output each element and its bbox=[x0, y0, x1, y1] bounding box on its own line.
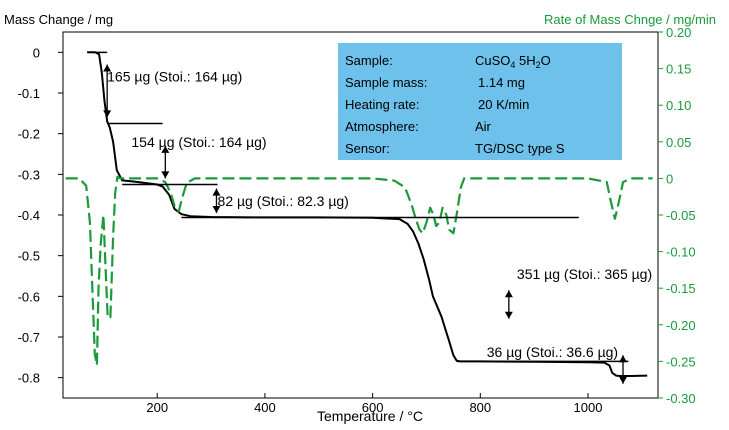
left-axis-tick-label: -0.2 bbox=[18, 127, 40, 142]
info-box: Sample: CuSO4 5H2O Sample mass: 1.14 mg … bbox=[338, 43, 622, 160]
right-axis-tick-label: 0 bbox=[666, 171, 673, 186]
info-value-sample: CuSO4 5H2O bbox=[475, 53, 551, 70]
right-axis-tick-label: 0.05 bbox=[666, 135, 691, 150]
x-axis-title: Temperature / °C bbox=[317, 408, 423, 424]
x-axis-tick-label: 1000 bbox=[574, 400, 603, 415]
arrow-head bbox=[212, 205, 221, 213]
right-axis-tick-label: 0.20 bbox=[666, 25, 691, 40]
right-axis-tick-label: -0.05 bbox=[666, 208, 696, 223]
step-annotation: 154 µg (Stoi.: 164 µg) bbox=[131, 134, 266, 150]
right-axis-tick-label: 0.15 bbox=[666, 62, 691, 77]
info-label-atmosphere: Atmosphere: bbox=[345, 119, 419, 134]
mass-rate-curve bbox=[65, 175, 653, 367]
info-label-sensor: Sensor: bbox=[345, 141, 390, 156]
x-axis-tick-label: 400 bbox=[254, 400, 276, 415]
info-value-atmosphere: Air bbox=[475, 119, 492, 134]
right-axis-tick-label: -0.10 bbox=[666, 245, 696, 260]
left-axis-tick-label: -0.6 bbox=[18, 289, 40, 304]
left-axis-tick-label: -0.4 bbox=[18, 208, 40, 223]
left-axis-tick-label: -0.3 bbox=[18, 167, 40, 182]
info-label-sample: Sample: bbox=[345, 53, 393, 68]
info-label-rate: Heating rate: bbox=[345, 97, 419, 112]
right-axis-tick-label: -0.20 bbox=[666, 318, 696, 333]
step-annotation: 36 µg (Stoi.: 36.6 µg) bbox=[487, 344, 618, 360]
left-axis-tick-label: -0.5 bbox=[18, 249, 40, 264]
left-axis-tick-label: -0.1 bbox=[18, 86, 40, 101]
x-axis-tick-label: 200 bbox=[146, 400, 168, 415]
info-box-background bbox=[338, 43, 622, 160]
x-axis-tick-label: 800 bbox=[469, 400, 491, 415]
step-annotation: 82 µg (Stoi.: 82.3 µg) bbox=[218, 193, 349, 209]
arrow-head bbox=[161, 145, 170, 153]
arrow-head bbox=[619, 376, 627, 384]
arrow-head bbox=[504, 311, 513, 319]
right-axis-title: Rate of Mass Chnge / mg/min bbox=[544, 12, 716, 27]
arrow-head bbox=[619, 355, 627, 363]
arrow-head bbox=[103, 64, 112, 72]
left-axis-tick-label: -0.7 bbox=[18, 330, 40, 345]
info-label-mass: Sample mass: bbox=[345, 75, 427, 90]
arrow-head bbox=[161, 171, 170, 179]
right-axis-tick-label: -0.25 bbox=[666, 354, 696, 369]
step-annotation: 165 µg (Stoi.: 164 µg) bbox=[107, 69, 242, 85]
arrow-head bbox=[103, 110, 112, 118]
info-value-mass: 1.14 mg bbox=[478, 75, 525, 90]
arrow-head bbox=[504, 290, 513, 298]
arrow-head bbox=[212, 188, 221, 196]
right-axis-tick-label: 0.10 bbox=[666, 98, 691, 113]
step-annotation: 351 µg (Stoi.: 365 µg) bbox=[517, 266, 652, 282]
info-value-sensor: TG/DSC type S bbox=[475, 141, 565, 156]
left-axis-tick-label: 0 bbox=[33, 45, 40, 60]
x-axis-tick-label: 600 bbox=[362, 400, 384, 415]
left-axis-tick-label: -0.8 bbox=[18, 371, 40, 386]
right-axis-tick-label: -0.30 bbox=[666, 391, 696, 406]
info-value-rate: 20 K/min bbox=[478, 97, 529, 112]
left-axis-title: Mass Change / mg bbox=[4, 12, 113, 27]
right-axis-tick-label: -0.15 bbox=[666, 281, 696, 296]
